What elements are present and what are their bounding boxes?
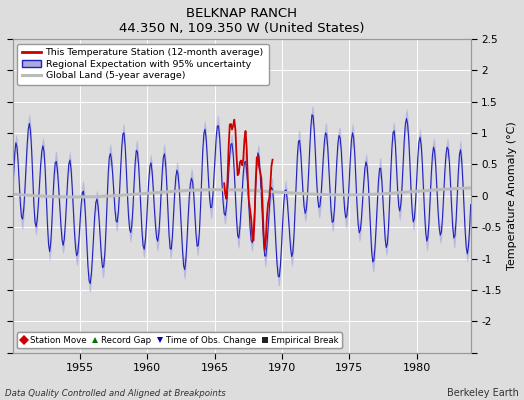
Title: BELKNAP RANCH
44.350 N, 109.350 W (United States): BELKNAP RANCH 44.350 N, 109.350 W (Unite… [119,7,364,35]
Text: Berkeley Earth: Berkeley Earth [447,388,519,398]
Text: Data Quality Controlled and Aligned at Breakpoints: Data Quality Controlled and Aligned at B… [5,389,226,398]
Y-axis label: Temperature Anomaly (°C): Temperature Anomaly (°C) [507,121,517,270]
Legend: Station Move, Record Gap, Time of Obs. Change, Empirical Break: Station Move, Record Gap, Time of Obs. C… [17,332,342,348]
